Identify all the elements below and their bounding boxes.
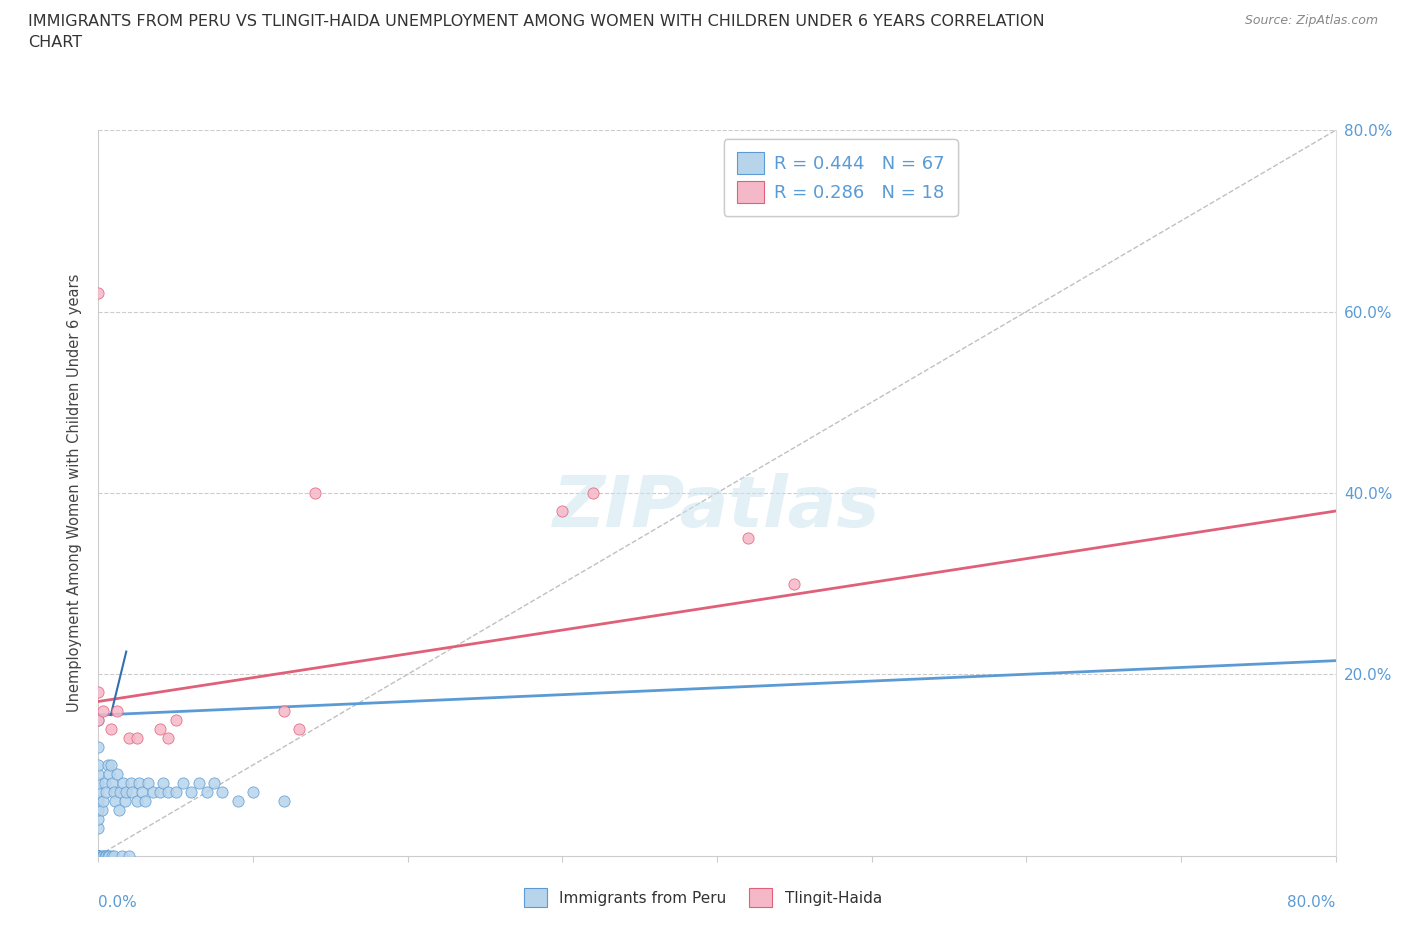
Point bbox=[114, 794, 136, 809]
Point bbox=[551, 504, 574, 519]
Point bbox=[165, 712, 187, 727]
Point bbox=[149, 722, 172, 737]
Point bbox=[108, 785, 131, 800]
Point bbox=[118, 848, 141, 863]
Point bbox=[304, 485, 326, 500]
Point bbox=[97, 848, 120, 863]
Point bbox=[93, 848, 115, 863]
Point bbox=[127, 730, 149, 745]
Point bbox=[87, 848, 110, 863]
Point bbox=[107, 803, 129, 817]
Point bbox=[100, 722, 122, 737]
Point bbox=[104, 794, 127, 809]
Point bbox=[121, 785, 143, 800]
Point bbox=[97, 757, 120, 772]
Point bbox=[91, 848, 114, 863]
Text: 0.0%: 0.0% bbox=[98, 896, 138, 910]
Point bbox=[87, 848, 110, 863]
Point bbox=[105, 703, 128, 718]
Point bbox=[226, 794, 249, 809]
Point bbox=[98, 848, 121, 863]
Y-axis label: Unemployment Among Women with Children Under 6 years: Unemployment Among Women with Children U… bbox=[67, 273, 83, 712]
Point bbox=[87, 739, 110, 754]
Point bbox=[105, 766, 128, 781]
Point bbox=[90, 803, 112, 817]
Point bbox=[87, 848, 110, 863]
Point bbox=[211, 785, 233, 800]
Point bbox=[157, 785, 180, 800]
Point bbox=[273, 794, 295, 809]
Point bbox=[134, 794, 156, 809]
Point bbox=[128, 776, 150, 790]
Point bbox=[87, 757, 110, 772]
Point bbox=[87, 848, 110, 863]
Point bbox=[188, 776, 211, 790]
Point bbox=[149, 785, 172, 800]
Text: CHART: CHART bbox=[28, 35, 82, 50]
Point bbox=[737, 531, 759, 546]
Point bbox=[87, 286, 110, 301]
Text: Source: ZipAtlas.com: Source: ZipAtlas.com bbox=[1244, 14, 1378, 27]
Point bbox=[582, 485, 605, 500]
Point bbox=[136, 776, 159, 790]
Point bbox=[165, 785, 187, 800]
Point bbox=[127, 794, 149, 809]
Point bbox=[115, 785, 138, 800]
Point bbox=[112, 776, 135, 790]
Point bbox=[87, 848, 110, 863]
Text: ZIPatlas: ZIPatlas bbox=[554, 473, 880, 542]
Point bbox=[242, 785, 264, 800]
Point bbox=[120, 776, 142, 790]
Point bbox=[103, 848, 125, 863]
Point bbox=[180, 785, 202, 800]
Point bbox=[173, 776, 195, 790]
Point bbox=[103, 785, 125, 800]
Point bbox=[87, 712, 110, 727]
Point bbox=[87, 848, 110, 863]
Point bbox=[157, 730, 180, 745]
Point bbox=[90, 848, 112, 863]
Point bbox=[101, 776, 124, 790]
Point bbox=[273, 703, 295, 718]
Point bbox=[111, 848, 134, 863]
Point bbox=[87, 812, 110, 827]
Point bbox=[96, 848, 118, 863]
Point bbox=[96, 785, 118, 800]
Point bbox=[87, 848, 110, 863]
Point bbox=[195, 785, 218, 800]
Point bbox=[91, 794, 114, 809]
Text: IMMIGRANTS FROM PERU VS TLINGIT-HAIDA UNEMPLOYMENT AMONG WOMEN WITH CHILDREN UND: IMMIGRANTS FROM PERU VS TLINGIT-HAIDA UN… bbox=[28, 14, 1045, 29]
Point bbox=[87, 848, 110, 863]
Point bbox=[87, 848, 110, 863]
Point bbox=[142, 785, 165, 800]
Point bbox=[87, 712, 110, 727]
Point bbox=[288, 722, 311, 737]
Point bbox=[87, 785, 110, 800]
Point bbox=[100, 757, 122, 772]
Point bbox=[98, 766, 121, 781]
Point bbox=[101, 848, 124, 863]
Point bbox=[93, 776, 115, 790]
Point bbox=[87, 794, 110, 809]
Point bbox=[87, 766, 110, 781]
Legend: Immigrants from Peru, Tlingit-Haida: Immigrants from Peru, Tlingit-Haida bbox=[517, 883, 889, 913]
Point bbox=[87, 684, 110, 700]
Point bbox=[152, 776, 174, 790]
Point bbox=[204, 776, 226, 790]
Point bbox=[87, 848, 110, 863]
Point bbox=[87, 776, 110, 790]
Legend: R = 0.444   N = 67, R = 0.286   N = 18: R = 0.444 N = 67, R = 0.286 N = 18 bbox=[724, 140, 957, 216]
Point bbox=[118, 730, 141, 745]
Point bbox=[131, 785, 153, 800]
Point bbox=[87, 803, 110, 817]
Point bbox=[91, 703, 114, 718]
Text: 80.0%: 80.0% bbox=[1288, 896, 1336, 910]
Point bbox=[87, 821, 110, 836]
Point bbox=[783, 577, 806, 591]
